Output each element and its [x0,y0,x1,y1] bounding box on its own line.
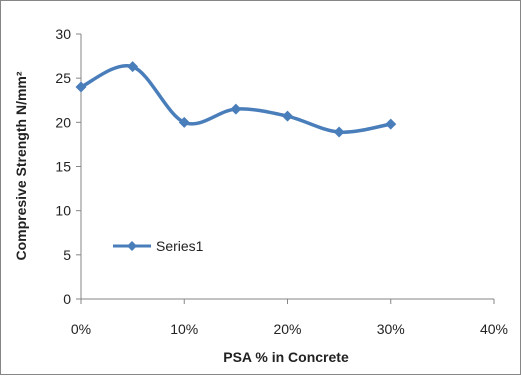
y-tick-label: 20 [55,114,71,130]
y-tick-label: 30 [55,26,71,42]
y-tick-label: 5 [63,247,71,263]
data-point-marker [178,116,190,128]
legend: Series1 [113,238,204,254]
x-axis-title: PSA % in Concrete [223,349,349,365]
y-tick-label: 15 [55,159,71,175]
y-tick-label: 0 [63,291,71,307]
x-tick-label: 40% [480,321,508,337]
legend-diamond-marker [127,241,137,251]
series-line-series1 [79,63,393,134]
y-axis-ticks: 0 5 10 15 20 25 30 [55,26,81,307]
data-point-marker [385,118,397,130]
y-axis-title: Compresive Strength N/mm² [13,71,29,260]
x-tick-label: 20% [273,321,301,337]
data-point-marker [127,61,139,73]
legend-label-series1: Series1 [156,238,204,254]
y-tick-label: 25 [55,70,71,86]
x-tick-label: 0% [71,321,91,337]
series-layer [75,61,397,138]
data-point-marker [282,110,293,122]
x-tick-label: 30% [377,321,405,337]
data-point-marker [230,103,242,115]
y-tick-label: 10 [55,203,71,219]
x-tick-label: 10% [170,321,198,337]
data-point-marker [75,81,87,93]
data-point-marker [333,126,345,138]
x-axis-ticks: 0% 10% 20% 30% 40% [71,299,508,337]
